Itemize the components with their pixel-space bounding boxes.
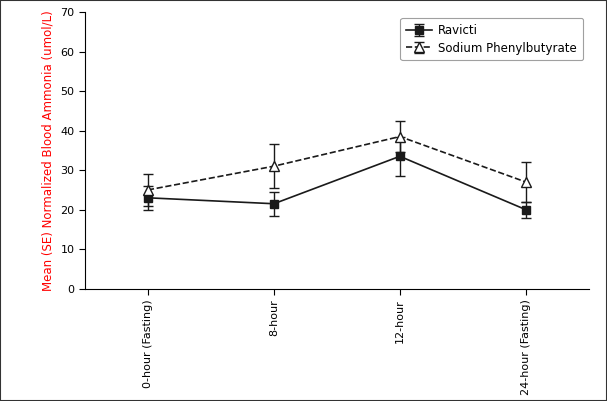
Legend: Ravicti, Sodium Phenylbutyrate: Ravicti, Sodium Phenylbutyrate [401,18,583,61]
Y-axis label: Mean (SE) Normalized Blood Ammonia (umol/L): Mean (SE) Normalized Blood Ammonia (umol… [42,10,55,291]
